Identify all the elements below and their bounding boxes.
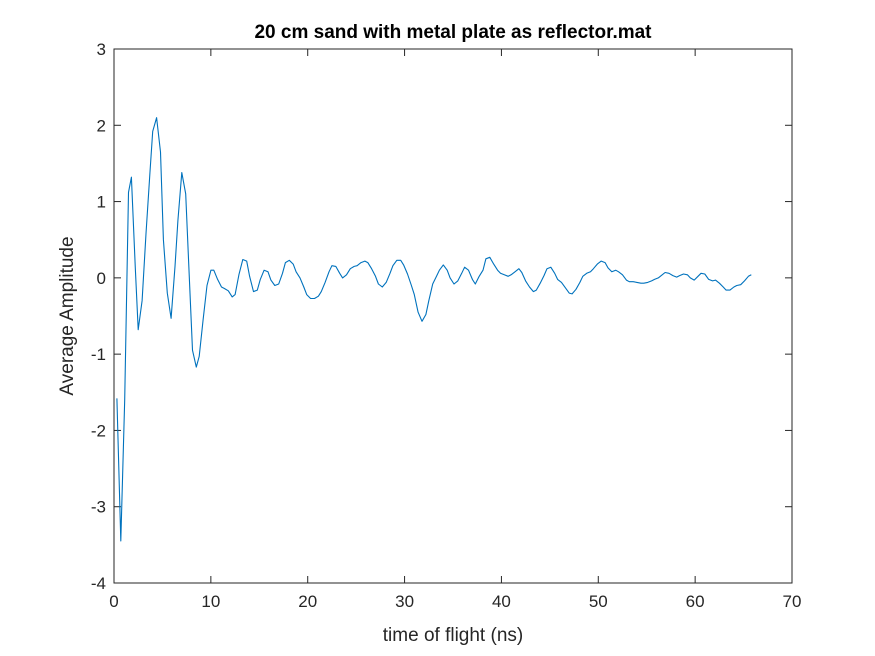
x-tick-label: 70 bbox=[783, 592, 802, 611]
x-tick-label: 60 bbox=[686, 592, 705, 611]
y-tick-label: -2 bbox=[91, 421, 106, 440]
y-tick-label: 1 bbox=[97, 193, 106, 212]
y-tick-label: 0 bbox=[97, 269, 106, 288]
x-tick-label: 20 bbox=[298, 592, 317, 611]
y-tick-label: -4 bbox=[91, 574, 106, 593]
x-tick-label: 0 bbox=[109, 592, 118, 611]
y-tick-label: 3 bbox=[97, 40, 106, 59]
y-axis-label: Average Amplitude bbox=[57, 236, 78, 395]
x-axis-label: time of flight (ns) bbox=[383, 625, 523, 646]
x-tick-label: 10 bbox=[201, 592, 220, 611]
y-tick-label: -3 bbox=[91, 498, 106, 517]
chart-title: 20 cm sand with metal plate as reflector… bbox=[254, 22, 652, 43]
series-line bbox=[116, 117, 752, 542]
plot-area bbox=[114, 49, 792, 583]
x-tick-label: 40 bbox=[492, 592, 511, 611]
y-tick-label: -1 bbox=[91, 345, 106, 364]
y-tick-label: 2 bbox=[97, 116, 106, 135]
plot-frame bbox=[113, 48, 793, 584]
axis-tick-labels: 0 10 20 30 40 50 60 70 -4 -3 -2 -1 0 1 2 3 bbox=[91, 40, 802, 611]
x-tick-label: 30 bbox=[395, 592, 414, 611]
x-tick-label: 50 bbox=[589, 592, 608, 611]
